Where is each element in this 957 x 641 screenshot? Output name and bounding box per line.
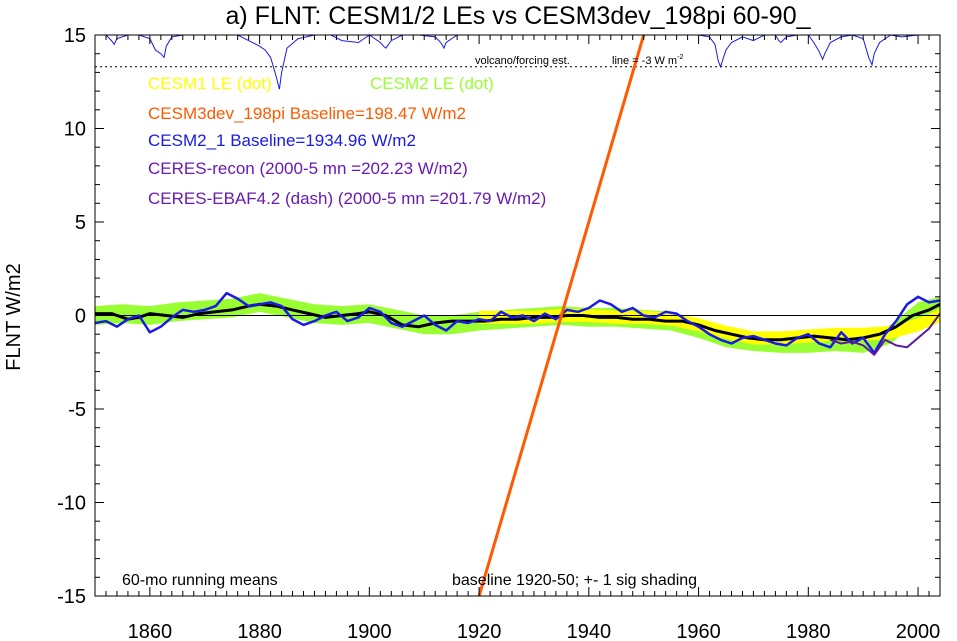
x-tick-label: 1900	[347, 621, 392, 641]
note-running-means: 60-mo running means	[122, 572, 278, 589]
y-tick-label: 5	[75, 212, 86, 234]
note-baseline: baseline 1920-50; +- 1 sig shading	[452, 572, 697, 589]
legend-entry: CESM1 LE (dot)	[148, 74, 272, 93]
x-tick-label: 2000	[896, 621, 941, 641]
x-tick-label: 1860	[128, 621, 173, 641]
legend-entry: CERES-recon (2000-5 mn =202.23 W/m2)	[148, 159, 468, 178]
legend-entry: CESM2_1 Baseline=1934.96 W/m2	[148, 131, 416, 150]
y-tick-label: 10	[64, 119, 86, 141]
y-tick-label: 0	[75, 306, 86, 328]
legend-entry: CESM3dev_198pi Baseline=198.47 W/m2	[148, 104, 466, 123]
x-tick-label: 1920	[457, 621, 502, 641]
y-tick-label: -5	[68, 399, 86, 421]
plot-area: 1860 1880 1900 1920 1940 1960 1980 2000 -15 -10 -5…	[57, 25, 941, 641]
x-tick-label: 1980	[786, 621, 831, 641]
volcano-line-label: line = -3 W m-2	[612, 54, 683, 67]
plot-inner	[95, 35, 940, 596]
y-tick-label: 15	[64, 25, 86, 47]
series-line	[95, 291, 940, 355]
chart-title: a) FLNT: CESM1/2 LEs vs CESM3dev_198pi 6…	[226, 2, 812, 30]
x-tick-label: 1960	[676, 621, 721, 641]
y-tick-label: -10	[57, 493, 86, 515]
series-line	[95, 35, 940, 90]
y-axis-label: FLNT W/m2	[3, 263, 25, 370]
legend-entry: CERES-EBAF4.2 (dash) (2000-5 mn =201.79 …	[148, 189, 546, 208]
x-tick-label: 1940	[567, 621, 612, 641]
y-tick-label: -15	[57, 586, 86, 608]
series-line	[829, 313, 940, 356]
volcano-line-label-superscript: -2	[677, 54, 683, 61]
series-line	[477, 35, 646, 596]
volcano-label: volcano/forcing est.	[475, 55, 570, 67]
legend-entry: CESM2 LE (dot)	[370, 74, 494, 93]
annotation-layer: CESM1 LE (dot) CESM2 LE (dot) CESM3dev_198…	[122, 54, 697, 589]
x-tick-label: 1880	[237, 621, 282, 641]
